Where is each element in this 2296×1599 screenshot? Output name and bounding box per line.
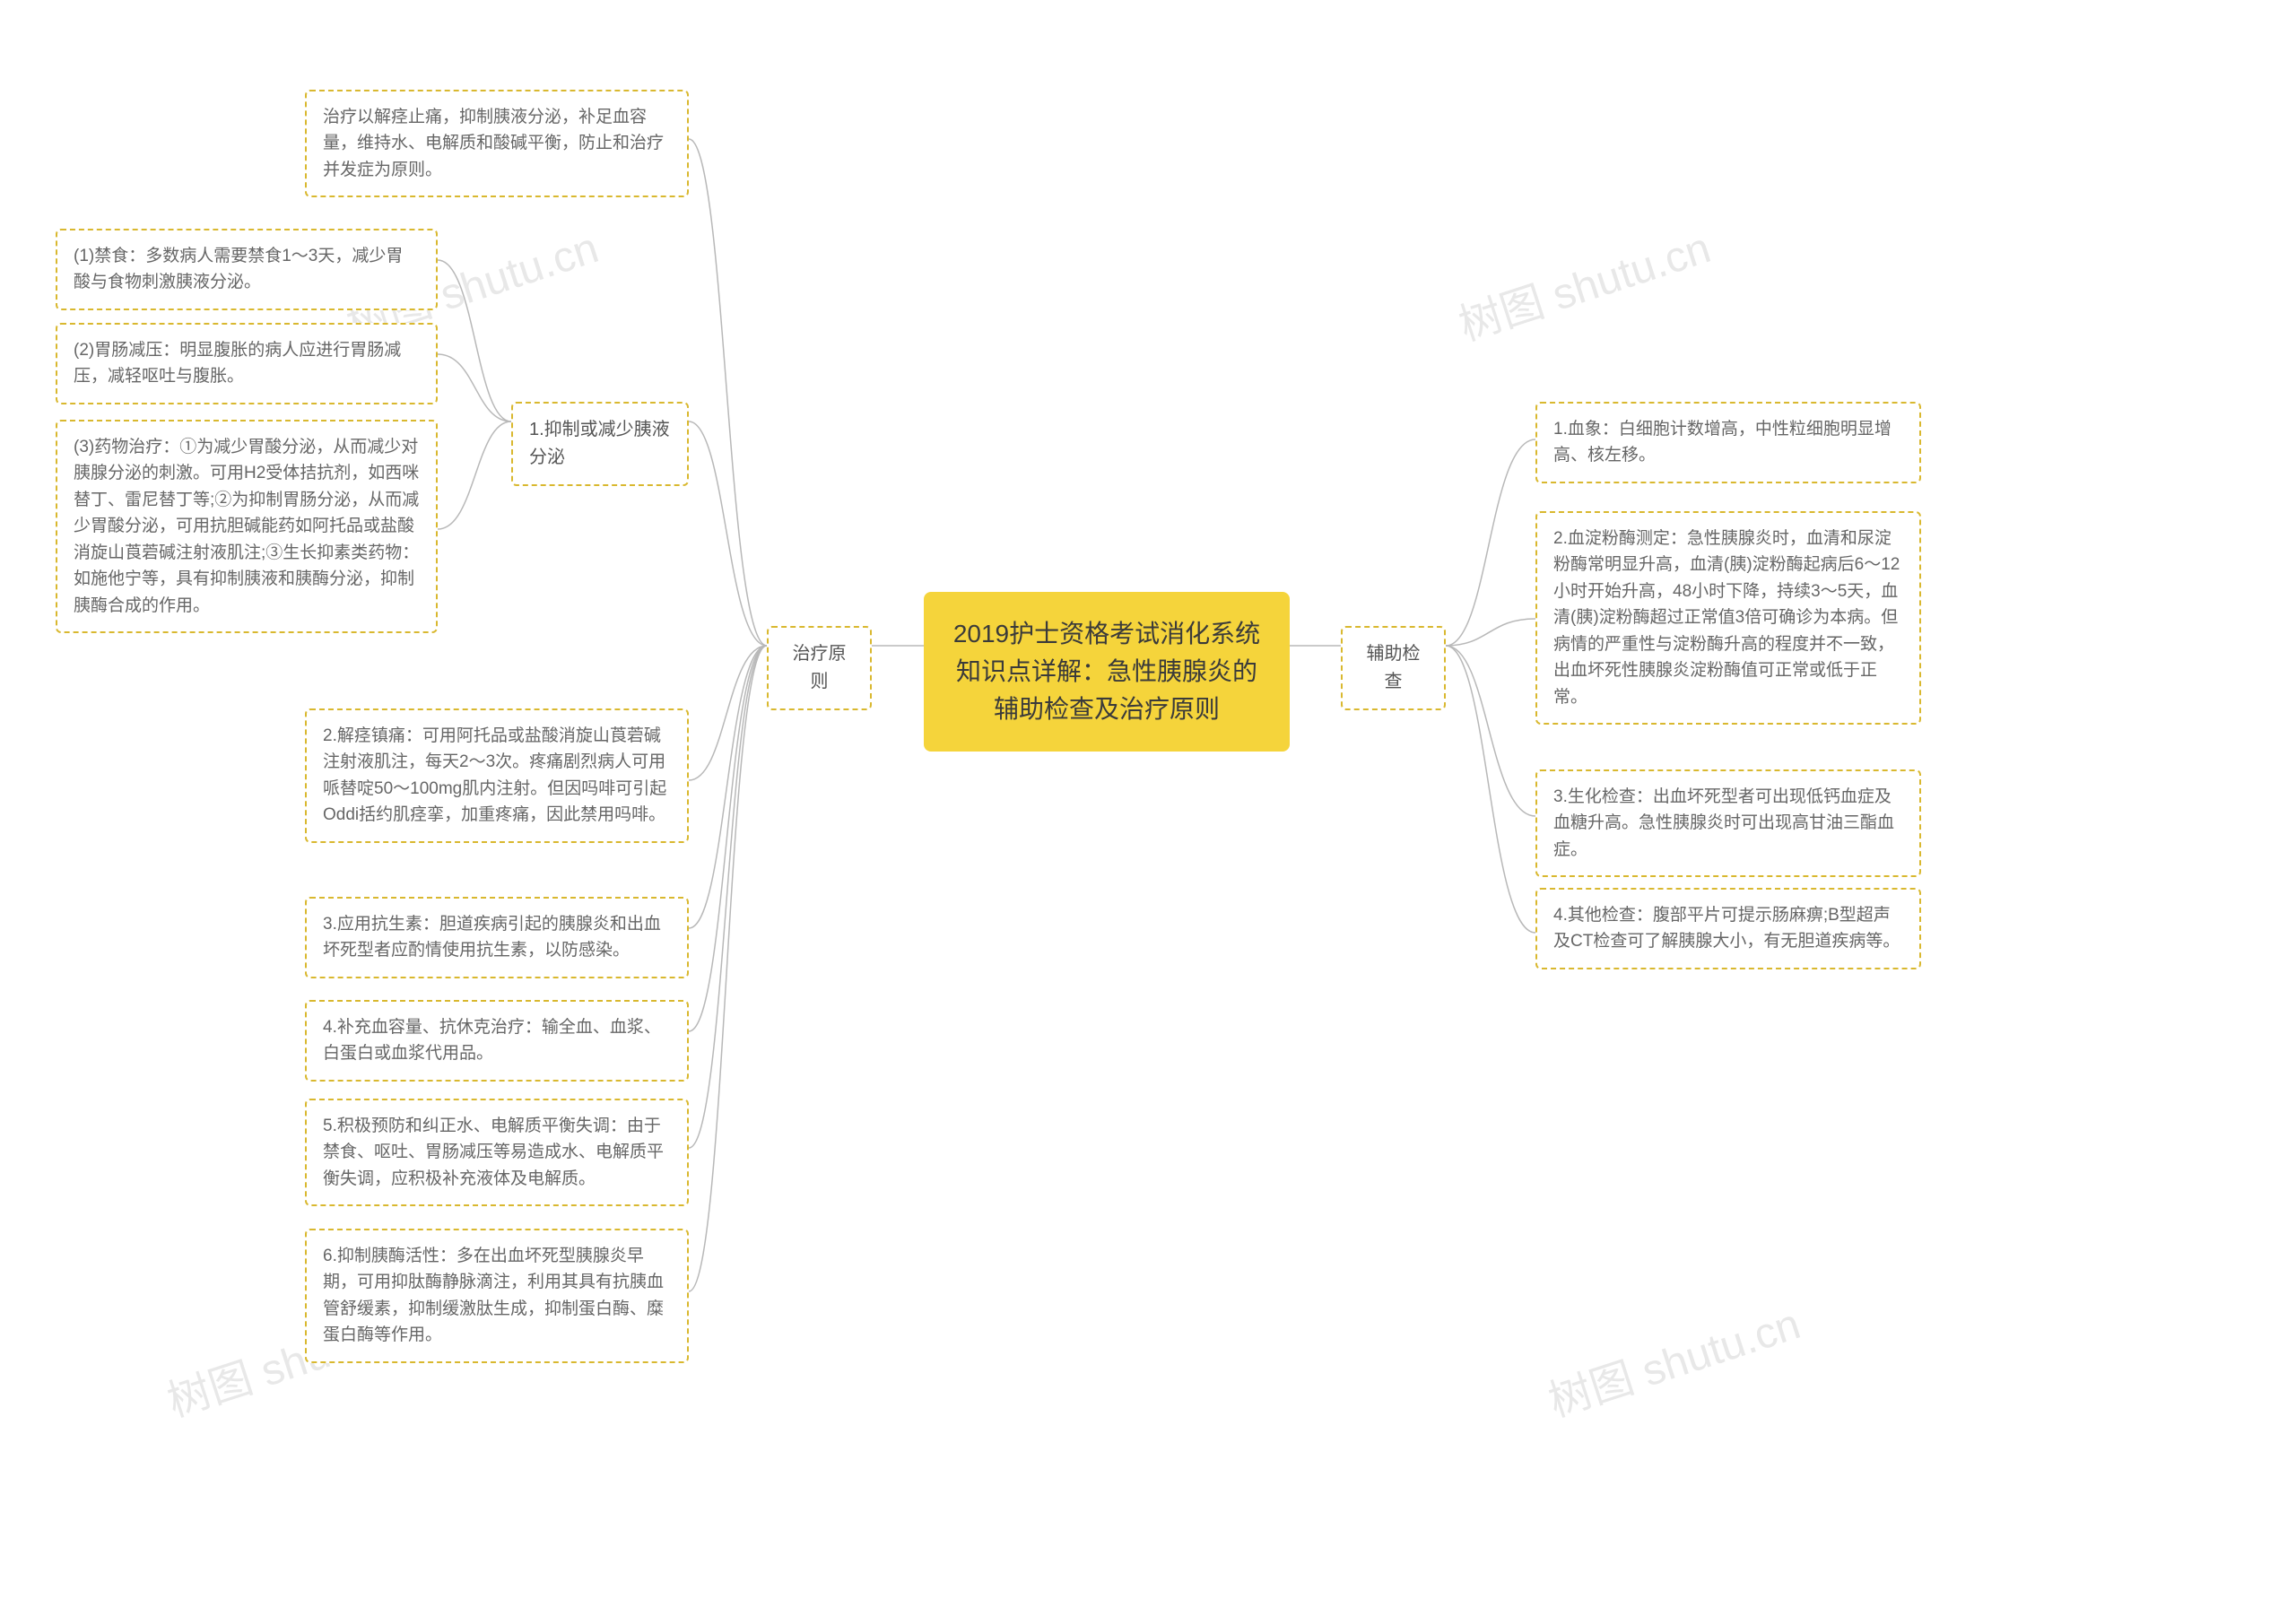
left-item3: 3.应用抗生素：胆道疾病引起的胰腺炎和出血坏死型者应酌情使用抗生素，以防感染。 bbox=[305, 897, 689, 978]
left-item1-sub3-text: (3)药物治疗：①为减少胃酸分泌，从而减少对胰腺分泌的刺激。可用H2受体拮抗剂，… bbox=[74, 438, 419, 615]
right-leaf-1-text: 1.血象：白细胞计数增高，中性粒细胞明显增高、核左移。 bbox=[1553, 420, 1892, 465]
left-item1-sub2-text: (2)胃肠减压：明显腹胀的病人应进行胃肠减压，减轻呕吐与腹胀。 bbox=[74, 341, 401, 386]
right-leaf-2: 2.血淀粉酶测定：急性胰腺炎时，血清和尿淀粉酶常明显升高，血清(胰)淀粉酶起病后… bbox=[1535, 511, 1921, 725]
left-item4-text: 4.补充血容量、抗休克治疗：输全血、血浆、白蛋白或血浆代用品。 bbox=[323, 1018, 661, 1063]
left-intro: 治疗以解痉止痛，抑制胰液分泌，补足血容量，维持水、电解质和酸碱平衡，防止和治疗并… bbox=[305, 90, 689, 197]
branch-right-label: 辅助检查 bbox=[1367, 644, 1421, 691]
left-item1-label: 1.抑制或减少胰液分泌 bbox=[529, 420, 670, 467]
right-leaf-2-text: 2.血淀粉酶测定：急性胰腺炎时，血清和尿淀粉酶常明显升高，血清(胰)淀粉酶起病后… bbox=[1553, 529, 1900, 707]
right-leaf-4-text: 4.其他检查：腹部平片可提示肠麻痹;B型超声及CT检查可了解胰腺大小，有无胆道疾… bbox=[1553, 906, 1900, 951]
center-text: 2019护士资格考试消化系统知识点详解：急性胰腺炎的辅助检查及治疗原则 bbox=[953, 620, 1260, 723]
left-item6-text: 6.抑制胰酶活性：多在出血坏死型胰腺炎早期，可用抑肽酶静脉滴注，利用其具有抗胰血… bbox=[323, 1247, 664, 1344]
branch-right: 辅助检查 bbox=[1341, 626, 1446, 710]
right-leaf-3-text: 3.生化检查：出血坏死型者可出现低钙血症及血糖升高。急性胰腺炎时可出现高甘油三酯… bbox=[1553, 787, 1894, 859]
right-leaf-1: 1.血象：白细胞计数增高，中性粒细胞明显增高、核左移。 bbox=[1535, 402, 1921, 483]
left-item2: 2.解痉镇痛：可用阿托品或盐酸消旋山莨菪碱注射液肌注，每天2～3次。疼痛剧烈病人… bbox=[305, 708, 689, 843]
left-item5-text: 5.积极预防和纠正水、电解质平衡失调：由于禁食、呕吐、胃肠减压等易造成水、电解质… bbox=[323, 1117, 664, 1188]
left-item1-sub1-text: (1)禁食：多数病人需要禁食1～3天，减少胃酸与食物刺激胰液分泌。 bbox=[74, 247, 403, 291]
left-item1-sub1: (1)禁食：多数病人需要禁食1～3天，减少胃酸与食物刺激胰液分泌。 bbox=[56, 229, 438, 310]
right-leaf-3: 3.生化检查：出血坏死型者可出现低钙血症及血糖升高。急性胰腺炎时可出现高甘油三酯… bbox=[1535, 769, 1921, 877]
branch-left-label: 治疗原则 bbox=[793, 644, 847, 691]
branch-left: 治疗原则 bbox=[767, 626, 872, 710]
center-node: 2019护士资格考试消化系统知识点详解：急性胰腺炎的辅助检查及治疗原则 bbox=[924, 592, 1290, 752]
left-item1-sub2: (2)胃肠减压：明显腹胀的病人应进行胃肠减压，减轻呕吐与腹胀。 bbox=[56, 323, 438, 404]
right-leaf-4: 4.其他检查：腹部平片可提示肠麻痹;B型超声及CT检查可了解胰腺大小，有无胆道疾… bbox=[1535, 888, 1921, 969]
left-item5: 5.积极预防和纠正水、电解质平衡失调：由于禁食、呕吐、胃肠减压等易造成水、电解质… bbox=[305, 1099, 689, 1206]
left-item2-text: 2.解痉镇痛：可用阿托品或盐酸消旋山莨菪碱注射液肌注，每天2～3次。疼痛剧烈病人… bbox=[323, 726, 666, 824]
left-item1-sub3: (3)药物治疗：①为减少胃酸分泌，从而减少对胰腺分泌的刺激。可用H2受体拮抗剂，… bbox=[56, 420, 438, 633]
watermark: 树图 shutu.cn bbox=[1539, 1289, 1806, 1429]
left-item4: 4.补充血容量、抗休克治疗：输全血、血浆、白蛋白或血浆代用品。 bbox=[305, 1000, 689, 1082]
left-item6: 6.抑制胰酶活性：多在出血坏死型胰腺炎早期，可用抑肽酶静脉滴注，利用其具有抗胰血… bbox=[305, 1229, 689, 1363]
left-intro-text: 治疗以解痉止痛，抑制胰液分泌，补足血容量，维持水、电解质和酸碱平衡，防止和治疗并… bbox=[323, 108, 664, 179]
left-item1-branch: 1.抑制或减少胰液分泌 bbox=[511, 402, 689, 486]
watermark: 树图 shutu.cn bbox=[1449, 213, 1717, 352]
left-item3-text: 3.应用抗生素：胆道疾病引起的胰腺炎和出血坏死型者应酌情使用抗生素，以防感染。 bbox=[323, 915, 661, 960]
